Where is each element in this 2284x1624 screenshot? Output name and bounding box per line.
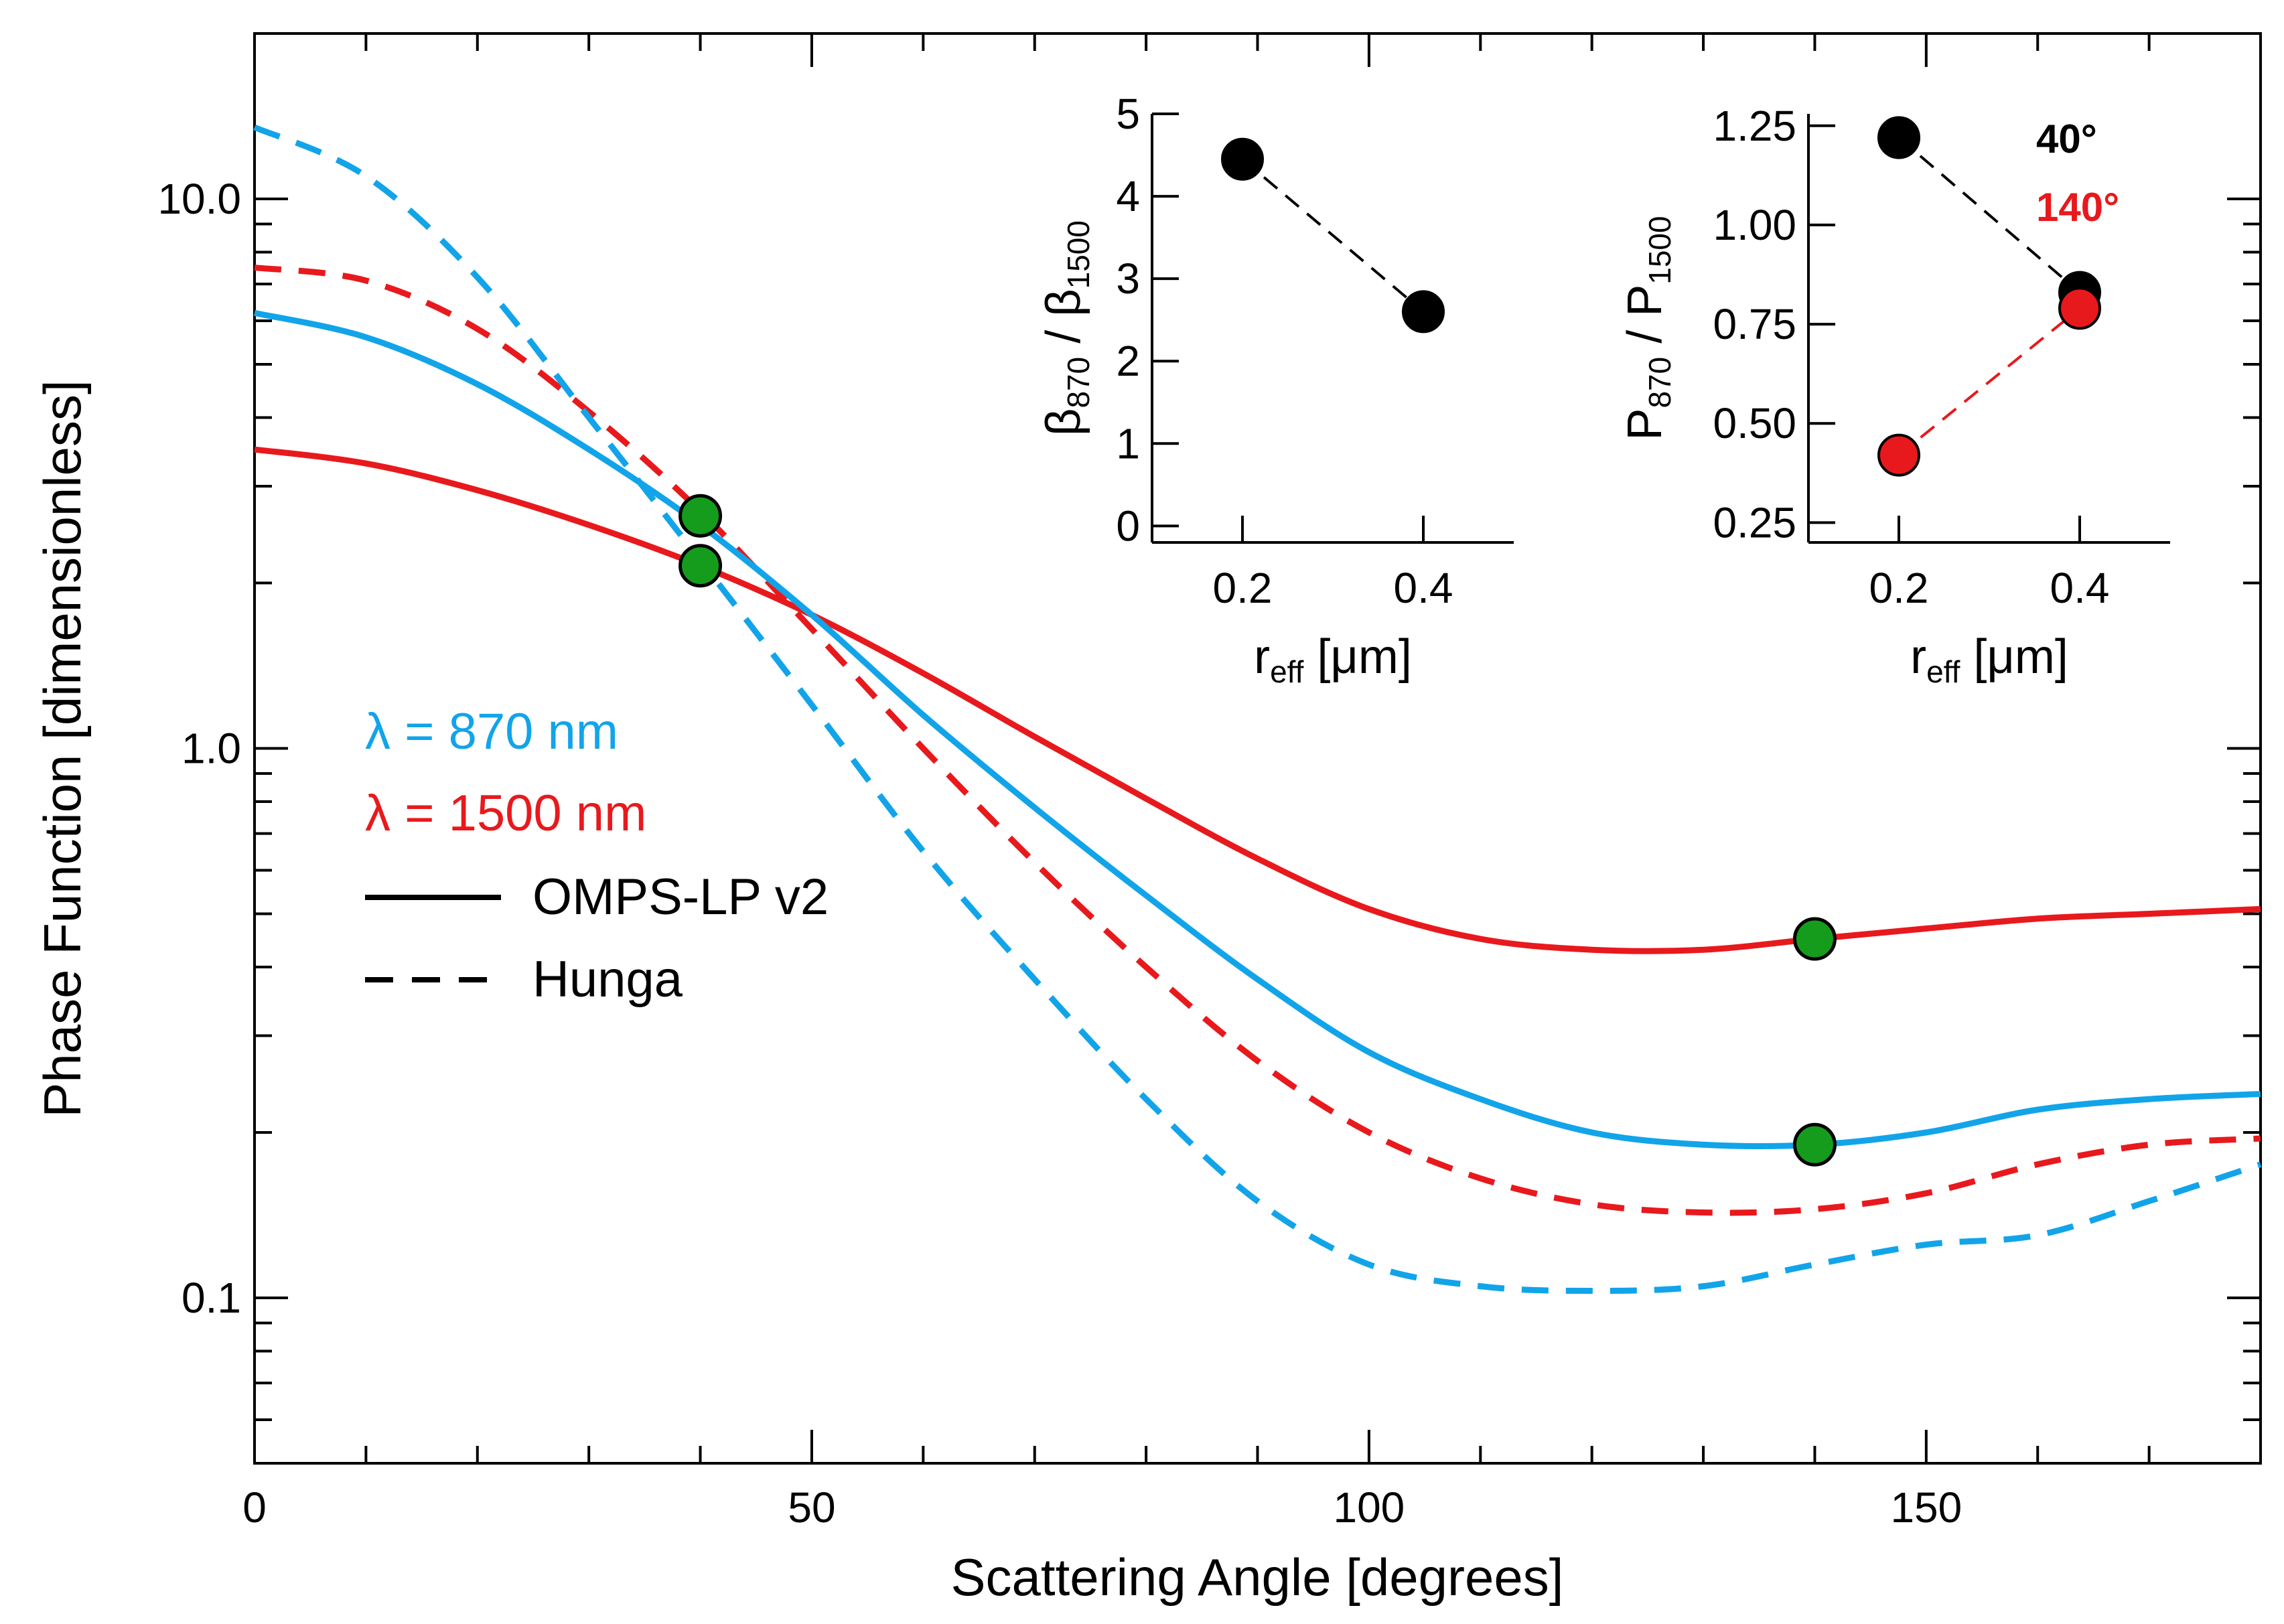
inset2-data-point	[1877, 116, 1920, 159]
inset1-y-tick-label: 2	[1116, 337, 1140, 385]
inset2-y-axis-label: P870 / P1500	[1618, 216, 1677, 440]
inset2-connector-line	[1898, 137, 2081, 294]
inset1-data-point	[1402, 290, 1445, 334]
main-x-tick-label: 150	[1890, 1483, 1962, 1532]
inset2-y-tick-label: 1.00	[1713, 201, 1796, 249]
inset2-y-tick-label: 0.75	[1713, 300, 1796, 348]
green-marker	[679, 544, 723, 588]
main-plot: 0.11.010.0 0 50 100 150 Scattering Angle [d…	[33, 32, 2262, 1607]
green-marker	[679, 494, 723, 538]
series-line-hunga-1500-nm	[254, 265, 2261, 1216]
inset2-y-tick-label: 0.25	[1713, 498, 1796, 546]
inset2-x-tick-label: 0.2	[1869, 564, 1929, 612]
inset1-x-axis-label: reff [μm]	[1254, 630, 1412, 689]
series-line-hunga-870-nm	[253, 124, 2262, 1295]
inset1-y-axis-label: β870 / β1500	[1037, 220, 1096, 436]
inset1-y-tick-label: 1	[1116, 419, 1140, 467]
main-x-tick-label: 50	[788, 1483, 835, 1532]
inset2-legend-40: 40°	[2036, 117, 2097, 161]
main-x-axis-label: Scattering Angle [degrees]	[951, 1548, 1564, 1607]
inset2-data-marks	[1877, 116, 2101, 477]
inset2-connector-line	[1898, 307, 2081, 457]
inset1-x-tick-label: 0.4	[1394, 564, 1453, 612]
main-green-markers	[679, 494, 1837, 1167]
inset1-ticks: 0 1 2 3 4 5 0.2 0.4	[1116, 90, 1453, 612]
inset1-y-tick-label: 5	[1116, 90, 1140, 138]
series-line-omps-lp-v2-870-nm	[254, 309, 2261, 1150]
main-y-tick-label: 1.0	[182, 725, 241, 773]
inset2-legend-140: 140°	[2036, 185, 2119, 230]
inset1-y-tick-label: 3	[1116, 254, 1140, 303]
inset1-y-tick-label: 4	[1116, 172, 1140, 220]
main-y-axis-label: Phase Function [dimensionless]	[33, 380, 92, 1117]
inset2-y-tick-label: 1.25	[1713, 102, 1796, 150]
main-legend: λ = 870 nm λ = 1500 nm OMPS-LP v2 Hunga	[365, 703, 829, 1008]
main-x-tick-label: 100	[1333, 1483, 1405, 1532]
legend-hunga-label: Hunga	[532, 951, 683, 1008]
inset2-data-point	[1877, 433, 1920, 477]
inset2-x-axis-label: reff [μm]	[1910, 630, 2068, 689]
legend-lambda-1500: λ = 1500 nm	[365, 785, 646, 842]
main-y-tick-label: 10.0	[157, 175, 241, 223]
inset2-x-tick-label: 0.4	[2050, 564, 2110, 612]
legend-lambda-870: λ = 870 nm	[365, 703, 618, 760]
inset-p-ratio: 0.250.500.751.001.250.2 0.4 P870 / P1500 …	[1618, 102, 2170, 689]
inset-beta-ratio: 0 1 2 3 4 5 0.2 0.4 β870 / β1500 reff [μm]	[1037, 90, 1514, 689]
green-marker	[1792, 1122, 1837, 1167]
inset2-y-tick-label: 0.50	[1713, 399, 1796, 447]
main-x-ticks: 0 50 100 150	[242, 33, 2262, 1532]
series-line-omps-lp-v2-1500-nm	[254, 446, 2261, 954]
main-y-tick-label: 0.1	[182, 1274, 241, 1322]
inset1-data-marks	[1221, 137, 1445, 334]
main-x-tick-label: 0	[242, 1483, 267, 1532]
inset2-data-point	[2058, 287, 2101, 330]
inset1-data-point	[1221, 137, 1264, 181]
legend-omps-label: OMPS-LP v2	[532, 869, 829, 926]
inset2-ticks: 0.25 0.50 0.75 1.00 1.25 0.2 0.4	[1713, 102, 2109, 612]
main-y-ticks: 0.1 1.0 10.0	[157, 32, 2261, 1465]
green-marker	[1792, 917, 1837, 961]
inset1-x-tick-label: 0.2	[1213, 564, 1273, 612]
inset1-connector-line	[1241, 158, 1425, 313]
inset1-y-tick-label: 0	[1116, 502, 1140, 550]
main-series-lines	[253, 124, 2262, 1295]
